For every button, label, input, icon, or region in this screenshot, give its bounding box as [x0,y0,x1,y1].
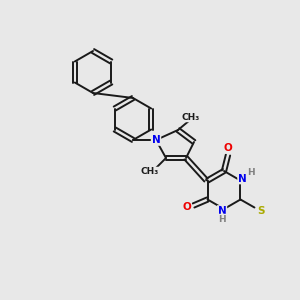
Text: H: H [218,214,226,224]
Text: S: S [258,206,265,215]
Text: N: N [238,173,247,184]
Text: CH₃: CH₃ [182,112,200,122]
Text: N: N [218,206,226,216]
Text: N: N [152,135,160,145]
Text: H: H [247,168,254,177]
Text: O: O [182,202,191,212]
Text: O: O [224,143,232,153]
Text: CH₃: CH₃ [141,167,159,176]
